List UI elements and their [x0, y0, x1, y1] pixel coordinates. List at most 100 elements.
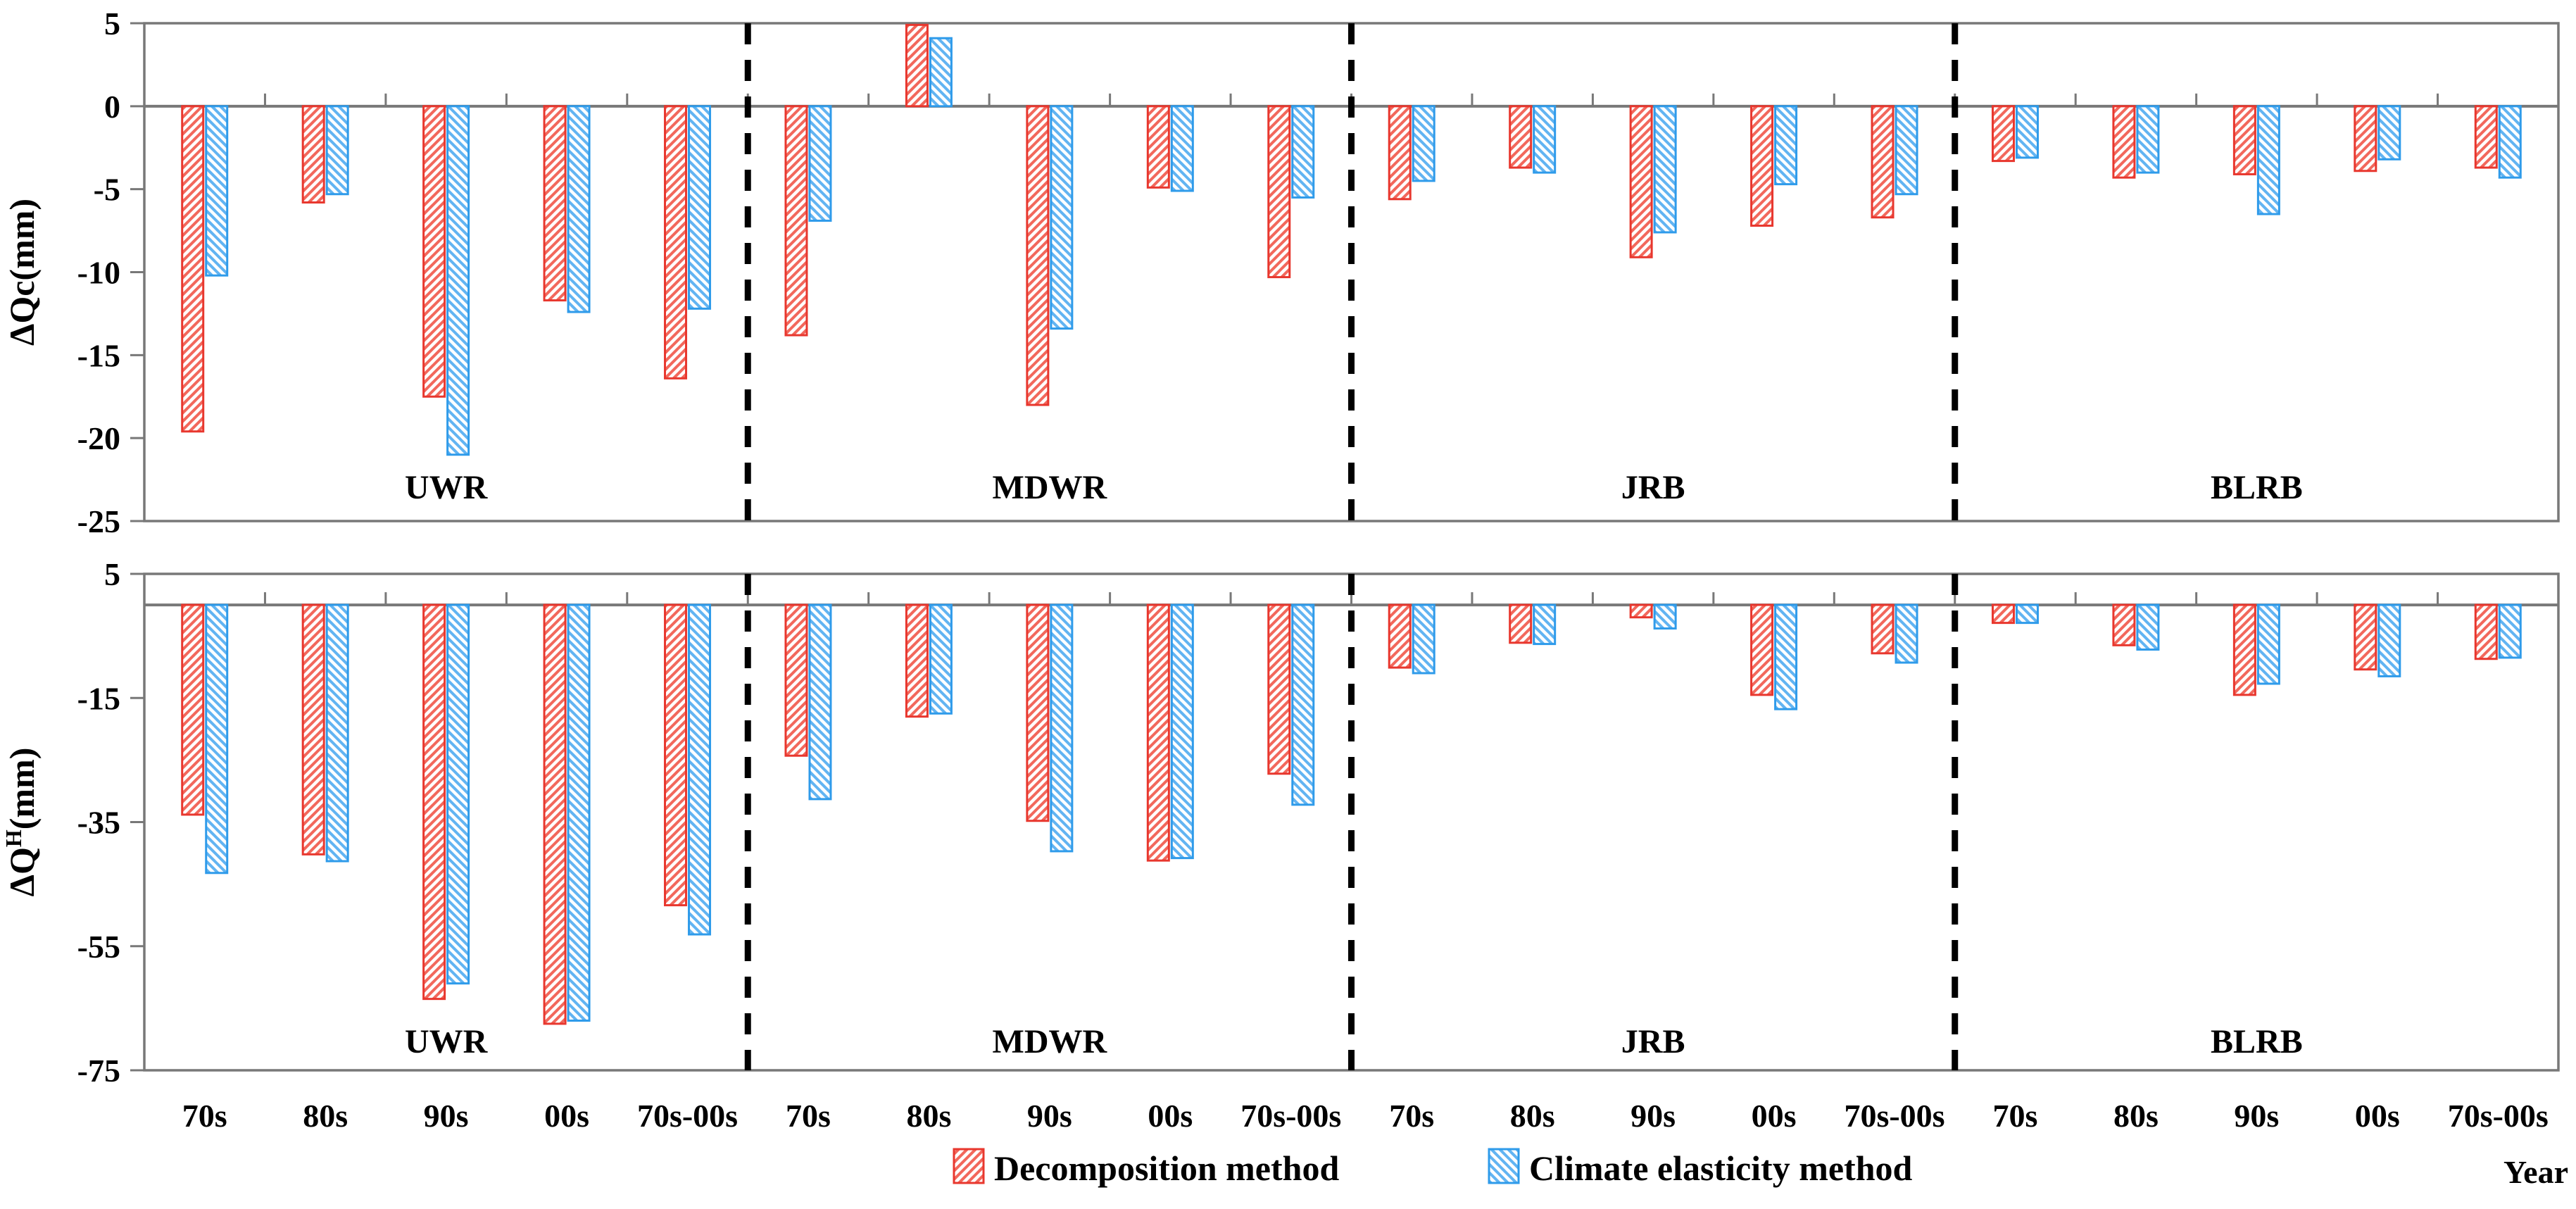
bar-decomposition — [1267, 603, 1291, 775]
bar-decomposition — [301, 105, 325, 204]
bar-decomposition — [2232, 603, 2256, 696]
bar-climate-elasticity — [808, 105, 832, 222]
y-axis-title: ΔQc(mm) — [2, 199, 42, 346]
category-label: 70s-00s — [2448, 1098, 2549, 1134]
bar-climate-elasticity — [2015, 603, 2039, 625]
bar-decomposition — [1026, 105, 1050, 406]
category-label: 00s — [1148, 1098, 1193, 1134]
bar-decomposition — [181, 105, 205, 433]
bar-climate-elasticity — [2256, 603, 2280, 685]
bar-decomposition — [1509, 105, 1533, 169]
bar-climate-elasticity — [446, 105, 470, 456]
region-label: MDWR — [993, 469, 1108, 506]
bar-climate-elasticity — [1895, 603, 1918, 664]
x-axis-title: Year — [2503, 1154, 2568, 1190]
category-label: 70s — [1389, 1098, 1434, 1134]
bar-climate-elasticity — [2136, 105, 2160, 174]
bar-decomposition — [2354, 603, 2377, 671]
bar-decomposition — [1388, 105, 1412, 201]
category-label: 70s — [786, 1098, 831, 1134]
category-label: 70s-00s — [1240, 1098, 1341, 1134]
bar-climate-elasticity — [2498, 603, 2522, 659]
bar-climate-elasticity — [1653, 105, 1677, 234]
bar-climate-elasticity — [1774, 105, 1798, 186]
bar-decomposition — [1871, 603, 1895, 655]
y-tick-label: 5 — [104, 556, 120, 592]
y-tick-label: -5 — [94, 172, 120, 208]
bar-decomposition — [1750, 603, 1774, 696]
bar-climate-elasticity — [325, 603, 349, 863]
bar-decomposition — [2474, 105, 2498, 169]
bar-decomposition — [1871, 105, 1895, 219]
category-label: 70s — [1993, 1098, 2038, 1134]
category-label: 80s — [303, 1098, 348, 1134]
bar-decomposition — [2112, 105, 2136, 179]
bar-climate-elasticity — [1170, 603, 1194, 860]
panel-dQc: 5 0 -5 -10 -15 -20 -25 UWR MDWR JRB BLRB ΔQc(mm) — [2, 6, 2560, 539]
bar-decomposition — [1629, 105, 1653, 258]
bar-climate-elasticity — [1050, 603, 1074, 853]
bar-climate-elasticity — [929, 37, 953, 108]
bar-climate-elasticity — [1412, 603, 1435, 675]
bar-decomposition — [1026, 603, 1050, 822]
bar-decomposition — [301, 603, 325, 856]
bar-decomposition — [664, 105, 688, 380]
bar-climate-elasticity — [205, 105, 229, 277]
y-tick-label: -15 — [77, 680, 120, 716]
bar-climate-elasticity — [1170, 105, 1194, 192]
legend-swatch-decomposition — [953, 1148, 985, 1184]
bar-climate-elasticity — [1533, 603, 1557, 646]
y-tick-label: -10 — [77, 255, 120, 291]
bar-climate-elasticity — [1895, 105, 1918, 196]
category-label: 70s — [182, 1098, 227, 1134]
plot-root: 5 0 -5 -10 -15 -20 -25 UWR MDWR JRB BLRB ΔQc(mm) 5 -1… — [1, 6, 2560, 1134]
bar-decomposition — [1991, 603, 2015, 625]
category-label: 80s — [906, 1098, 951, 1134]
bar-decomposition — [1629, 603, 1653, 619]
category-label: 80s — [1510, 1098, 1555, 1134]
category-label: 70s-00s — [637, 1098, 738, 1134]
bar-decomposition — [664, 603, 688, 907]
bar-climate-elasticity — [1291, 603, 1315, 806]
y-tick-label: -35 — [77, 805, 120, 841]
bar-decomposition — [1146, 105, 1170, 189]
category-label: 70s-00s — [1844, 1098, 1944, 1134]
region-label: JRB — [1621, 469, 1685, 506]
region-label: UWR — [405, 1023, 489, 1060]
bar-decomposition — [2232, 105, 2256, 175]
bar-climate-elasticity — [688, 603, 712, 936]
bar-decomposition — [1146, 603, 1170, 862]
bar-decomposition — [1750, 105, 1774, 227]
y-axis-title: ΔQH(mm) — [1, 748, 42, 897]
bar-decomposition — [2474, 603, 2498, 660]
category-label: 00s — [544, 1098, 589, 1134]
bar-decomposition — [422, 603, 446, 1001]
bar-climate-elasticity — [808, 603, 832, 801]
y-tick-label: -20 — [77, 420, 120, 456]
category-label: 80s — [2113, 1098, 2159, 1134]
bar-climate-elasticity — [929, 603, 953, 715]
legend-swatch-climate-elasticity — [1488, 1148, 1520, 1184]
legend-label-climate-elasticity: Climate elasticity method — [1529, 1148, 1913, 1188]
bar-climate-elasticity — [1533, 105, 1557, 174]
bar-decomposition — [422, 105, 446, 398]
bar-decomposition — [1267, 105, 1291, 279]
region-label: BLRB — [2211, 1023, 2303, 1060]
bar-climate-elasticity — [325, 105, 349, 196]
bar-climate-elasticity — [446, 603, 470, 985]
bar-climate-elasticity — [567, 603, 591, 1022]
bar-decomposition — [784, 603, 808, 757]
bar-climate-elasticity — [1291, 105, 1315, 199]
y-tick-label: -55 — [77, 929, 120, 965]
bar-decomposition — [784, 105, 808, 337]
bar-climate-elasticity — [1050, 105, 1074, 330]
category-label: 90s — [2234, 1098, 2279, 1134]
bar-decomposition — [905, 603, 929, 718]
bar-climate-elasticity — [2377, 603, 2401, 677]
bar-climate-elasticity — [2136, 603, 2160, 651]
category-label: 90s — [1631, 1098, 1676, 1134]
bar-decomposition — [1509, 603, 1533, 644]
bar-decomposition — [181, 603, 205, 816]
